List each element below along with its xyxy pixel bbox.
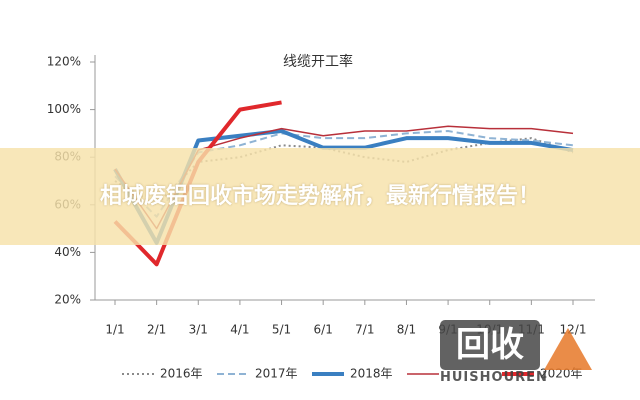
y-tick-label: 40% bbox=[54, 245, 81, 259]
x-tick-label: 7/1 bbox=[355, 323, 374, 337]
y-tick-label: 100% bbox=[47, 102, 81, 116]
legend-label: 2017年 bbox=[255, 367, 298, 381]
x-tick-label: 4/1 bbox=[230, 323, 249, 337]
headline-banner: 相城废铝回收市场走势解析，最新行情报告！ bbox=[0, 148, 640, 245]
legend-label: 2018年 bbox=[350, 367, 393, 381]
y-tick-label: 120% bbox=[47, 55, 81, 69]
watermark-shape bbox=[544, 328, 592, 370]
headline: 相城废铝回收市场走势解析，最新行情报告！ bbox=[100, 183, 541, 209]
watermark-text: HUISHOUREN bbox=[440, 370, 548, 385]
x-tick-label: 1/1 bbox=[105, 323, 124, 337]
watermark: 回收 HUISHOUREN bbox=[440, 320, 605, 385]
chart-title: 线缆开工率 bbox=[283, 53, 353, 70]
x-tick-label: 5/1 bbox=[272, 323, 291, 337]
y-tick-label: 20% bbox=[54, 293, 81, 307]
x-tick-label: 6/1 bbox=[314, 323, 333, 337]
x-tick-label: 2/1 bbox=[147, 323, 166, 337]
x-tick-label: 3/1 bbox=[189, 323, 208, 337]
watermark-logo: 回收 bbox=[440, 320, 540, 370]
legend-label: 2016年 bbox=[160, 367, 203, 381]
legend-label: 2020年 bbox=[540, 367, 583, 381]
x-tick-label: 8/1 bbox=[397, 323, 416, 337]
